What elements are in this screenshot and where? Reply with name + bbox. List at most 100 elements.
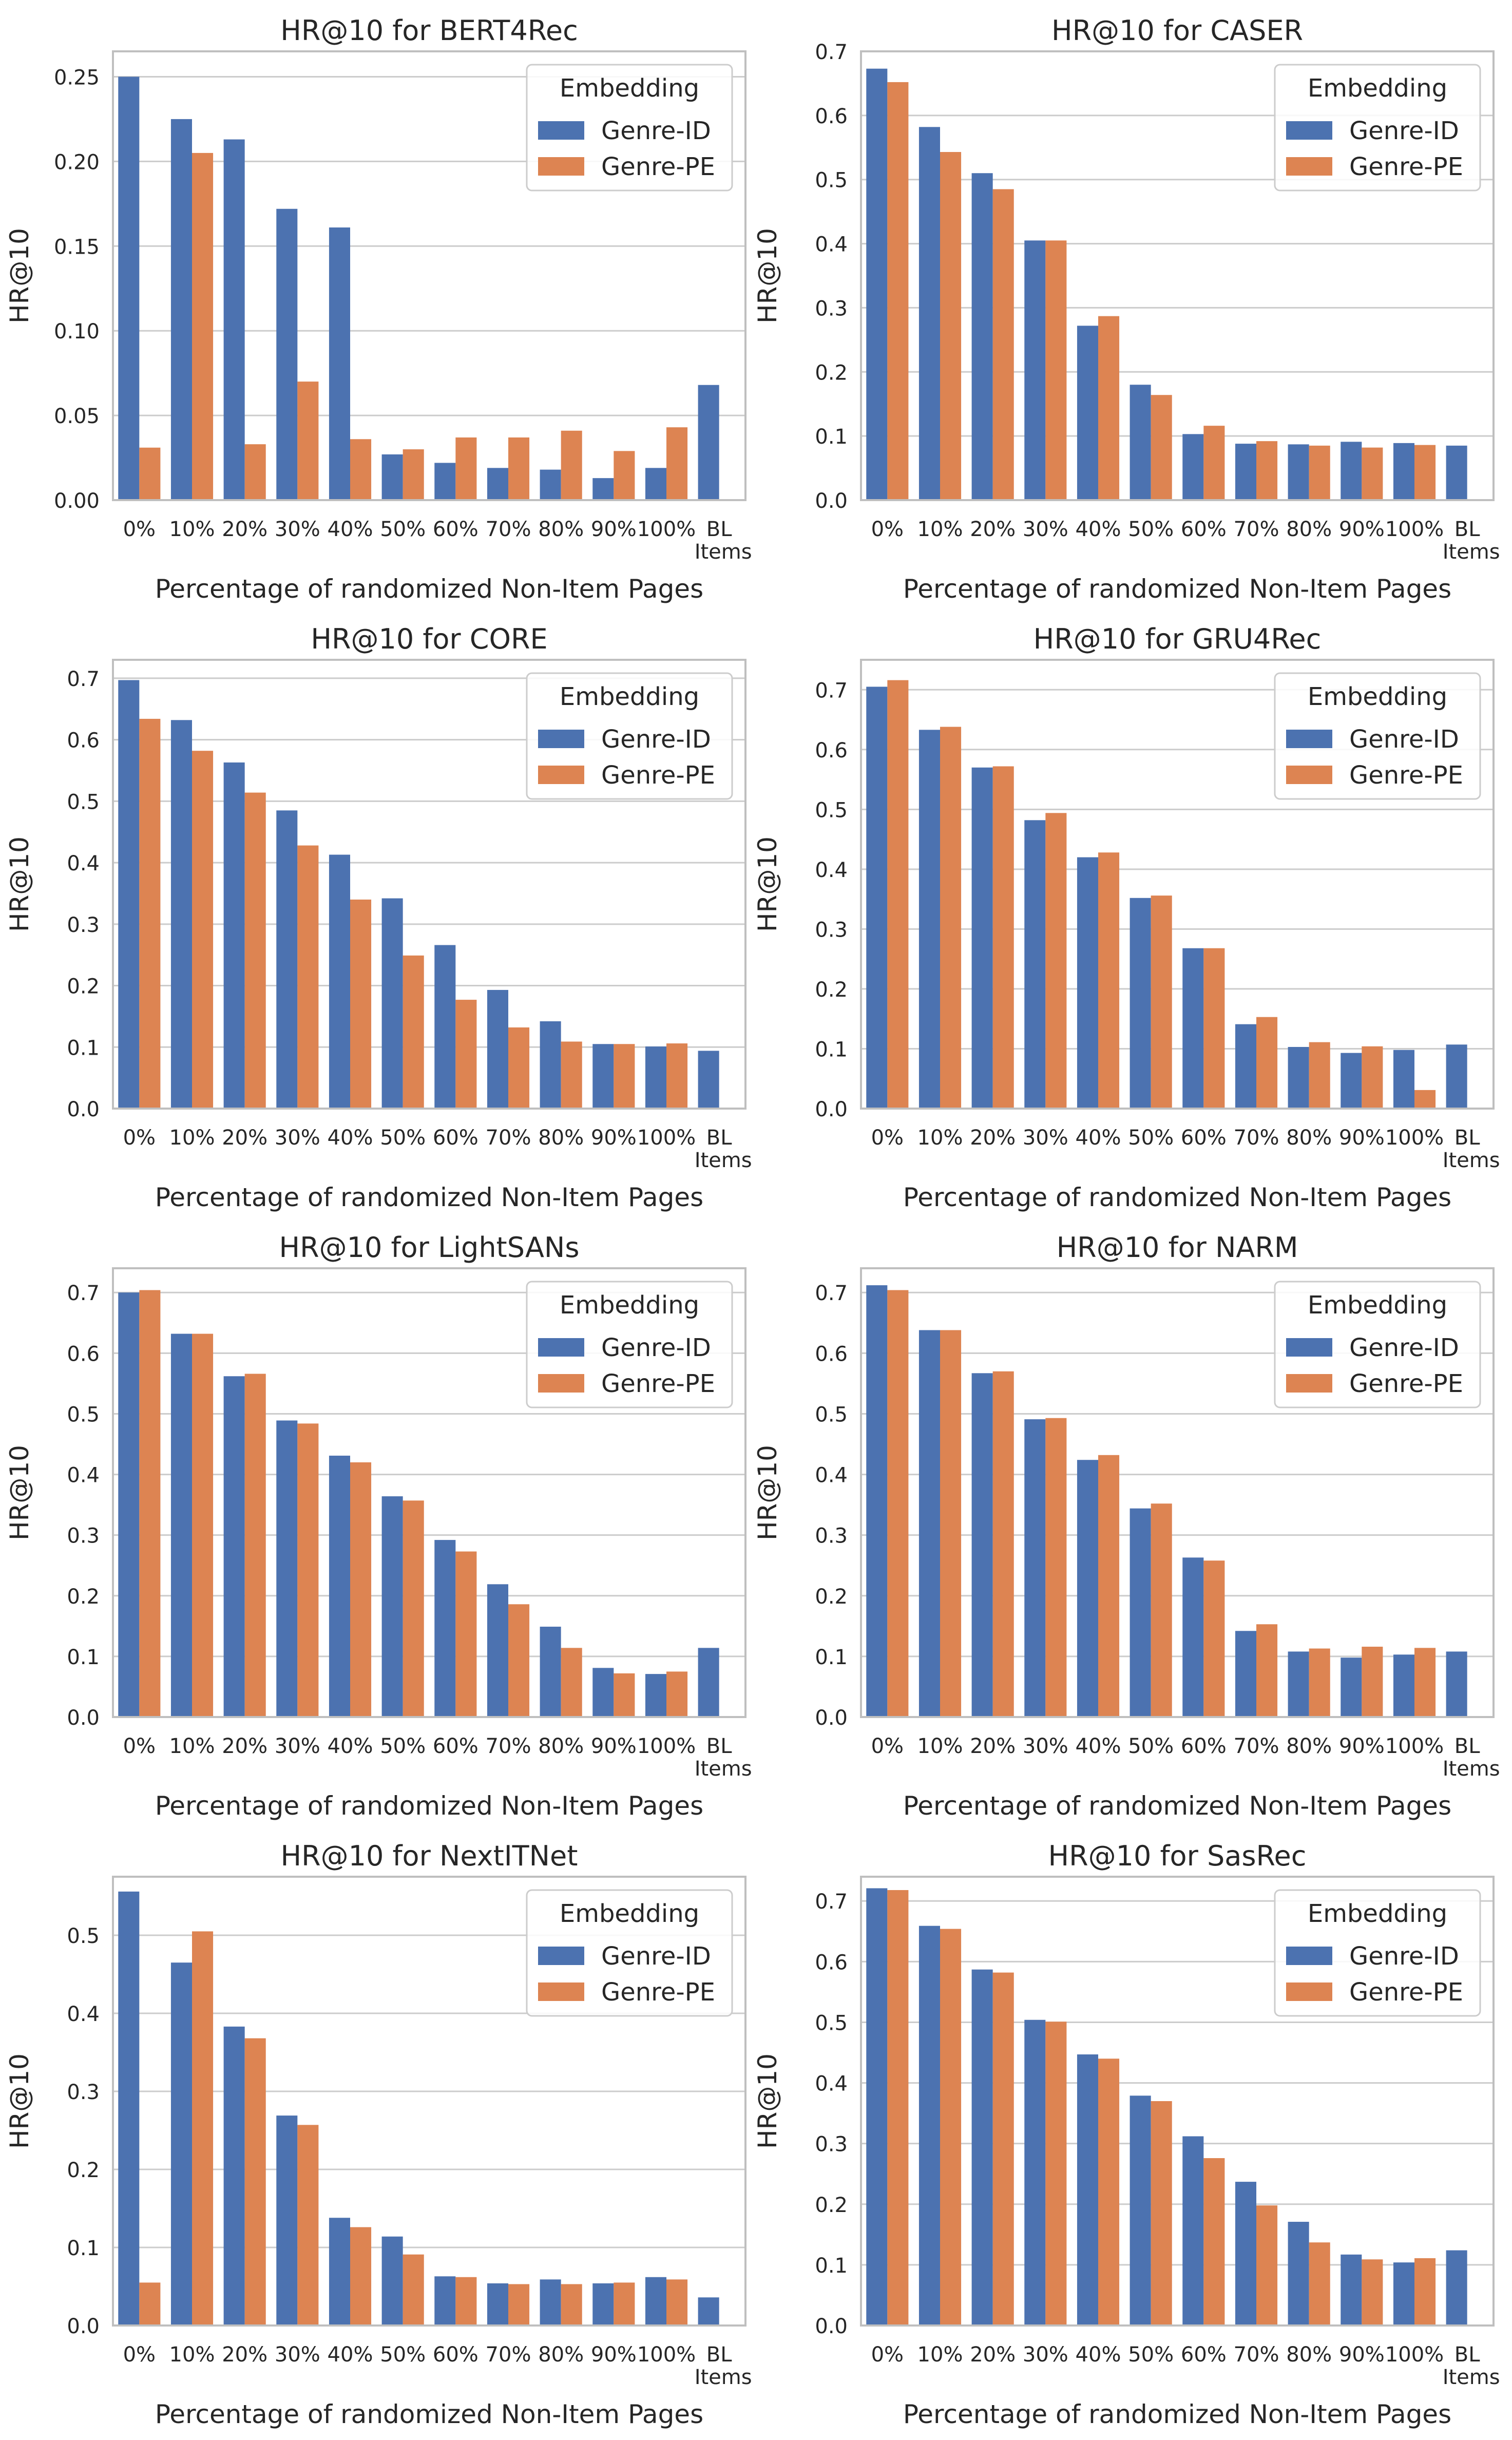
y-axis-label: HR@10 [5,836,34,932]
bar-genre-pe [244,1374,266,1717]
bar-genre-id [1393,1050,1414,1109]
y-tick-label: 0.2 [815,1585,848,1609]
x-tick-label: 80% [538,2343,584,2367]
bar-genre-id [118,1292,140,1717]
x-tick-label: 80% [538,518,584,541]
bar-genre-pe [508,1604,530,1717]
bar-genre-pe [666,2279,688,2325]
x-tick-label: 20% [222,518,267,541]
x-tick-label: 0% [871,1126,904,1150]
bar-genre-id [434,463,456,500]
legend-entry: Genre-ID [601,1942,711,1971]
x-tick-label: BL Items [695,1126,752,1172]
bar-genre-id [645,1046,666,1109]
plot-frame [112,659,747,1110]
x-tick-label: 70% [1234,1734,1279,1758]
bar-genre-pe [1045,2022,1067,2325]
x-tick-label: 40% [328,518,373,541]
x-tick-label: 10% [169,1734,215,1758]
x-tick-label: 0% [123,1126,156,1150]
bar-genre-id [1182,434,1204,500]
bar-genre-id [223,1376,245,1717]
y-tick-label: 0.6 [815,1951,848,1974]
bar-genre-pe [350,899,372,1109]
y-tick-label: 0.0 [67,1098,100,1121]
bar-genre-id [698,385,719,500]
bar-genre-id [866,68,888,500]
x-tick-label: 90% [1339,1734,1385,1758]
y-axis-label: HR@10 [753,228,782,323]
x-tick-label: 70% [486,518,531,541]
x-axis-label: Percentage of randomized Non-Item Pages [903,1791,1451,1821]
bar-genre-id [1341,1053,1362,1109]
bar-genre-id [1393,1654,1414,1717]
y-tick-label: 0.00 [54,489,100,513]
bar-genre-pe [508,437,530,500]
bar-genre-id [434,1540,456,1717]
x-tick-label: 70% [1234,1126,1279,1150]
x-tick-label: 70% [486,1126,531,1150]
chart-panel-1: HR@10 for BERT4Rec 0.00 0.05 0.10 0.15 0.20 0.… [5,14,752,604]
bar-genre-id [1077,2054,1098,2325]
legend-entry: Genre-PE [601,1978,715,2007]
x-tick-label: 30% [275,1734,320,1758]
legend-swatch-genre-id [1286,730,1332,748]
x-tick-label: 40% [328,1126,373,1150]
x-tick-label: 90% [591,1126,637,1150]
bar-genre-id [918,730,940,1109]
plot-frame [860,50,1495,501]
bar-genre-id [1288,444,1309,500]
bar-genre-pe [992,766,1014,1109]
y-tick-label: 0.5 [815,169,848,193]
legend-swatch-genre-id [538,1947,584,1965]
bar-genre-id [1235,1024,1256,1109]
bar-genre-id [487,1584,508,1717]
legend-swatch-genre-pe [1286,766,1332,784]
x-tick-label: 100% [1385,1734,1444,1758]
x-tick-label: 0% [123,1734,156,1758]
bar-genre-id [1077,326,1098,500]
bar-genre-id [1235,1631,1256,1717]
y-tick-label: 0.5 [815,1403,848,1426]
bar-genre-id [698,1648,719,1717]
y-tick-label: 0.6 [67,1342,100,1366]
y-tick-label: 0.1 [815,2254,848,2278]
x-axis-label: Percentage of randomized Non-Item Pages [903,2399,1451,2429]
bar-genre-id [329,227,350,500]
x-tick-label: 30% [275,518,320,541]
chart-title: HR@10 for LightSANs [279,1231,580,1264]
x-tick-label: 40% [328,1734,373,1758]
y-tick-label: 0.1 [815,1646,848,1669]
y-tick-label: 0.2 [815,978,848,1002]
bar-genre-id [1288,1651,1309,1717]
y-tick-label: 0.10 [54,320,100,344]
y-tick-label: 0.25 [54,66,100,89]
bar-genre-id [1130,1508,1151,1717]
legend-swatch-genre-pe [538,157,584,176]
x-tick-label: 90% [591,518,637,541]
x-tick-label: BL Items [1443,518,1500,564]
legend-swatch-genre-id [1286,1947,1332,1965]
y-axis-label: HR@10 [5,1445,34,1540]
y-tick-label: 0.1 [67,1646,100,1669]
x-tick-label: 60% [1181,518,1227,541]
x-tick-label: 40% [1076,518,1121,541]
bar-genre-id [1446,1651,1467,1717]
x-tick-label: 0% [123,2343,156,2367]
bar-genre-pe [1309,1648,1330,1717]
bar-genre-id [1077,1460,1098,1717]
x-tick-label: 60% [433,518,479,541]
x-tick-label: 10% [169,2343,215,2367]
bar-genre-pe [614,2282,635,2325]
x-tick-label: 20% [970,518,1016,541]
legend-swatch-genre-id [1286,1338,1332,1357]
bar-genre-id [645,2277,666,2325]
x-tick-label: 100% [637,518,696,541]
bar-genre-id [1130,898,1151,1109]
y-tick-label: 0.7 [815,41,848,64]
legend-entry: Genre-ID [601,725,711,754]
bar-genre-pe [403,2254,424,2325]
x-axis-label: Percentage of randomized Non-Item Pages [155,1791,703,1821]
x-tick-label: 100% [637,2343,696,2367]
bar-genre-pe [403,1500,424,1717]
